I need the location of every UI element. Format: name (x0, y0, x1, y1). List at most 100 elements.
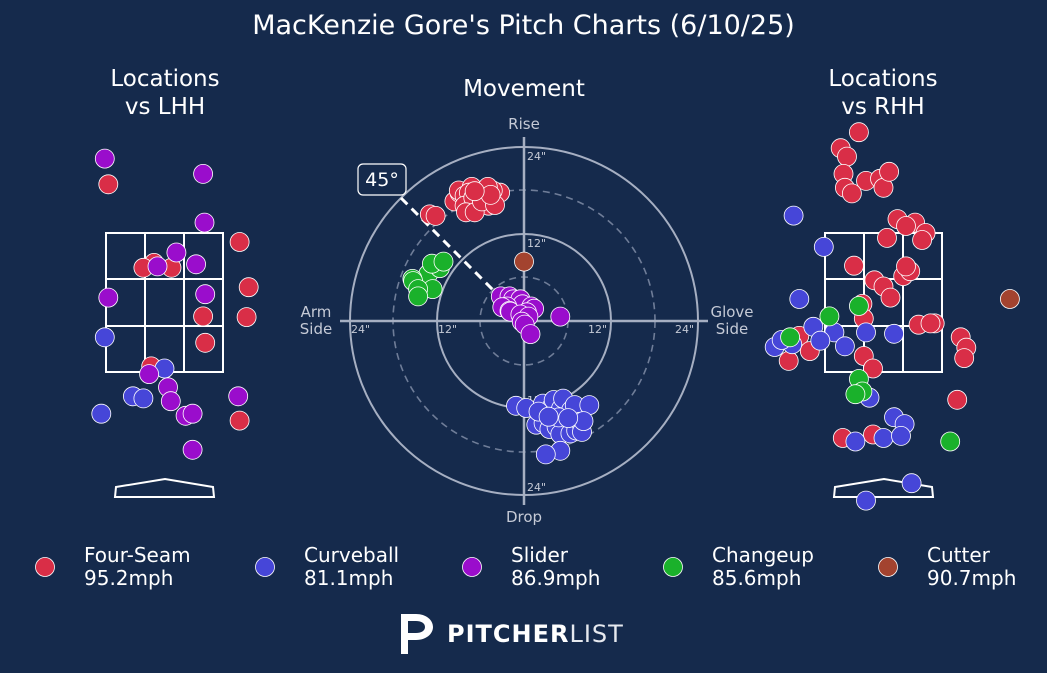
lhh-four-seam-point (238, 277, 259, 298)
rhh-changeup-point (940, 431, 961, 452)
movement-changeup-point (433, 251, 454, 272)
movement-title-text: Movement (463, 76, 585, 102)
lhh-four-seam-point (195, 332, 216, 353)
legend-marker (878, 557, 898, 577)
ring-label-24-top: 24" (527, 150, 546, 163)
legend-marker (255, 557, 275, 577)
lhh-four-seam-point (193, 306, 214, 327)
lhh-title-text: Locations vs LHH (110, 66, 220, 120)
rhh-four-seam-point (896, 256, 916, 277)
ring-label-24-right: 24" (675, 323, 694, 336)
rhh-curveball-point (856, 490, 876, 511)
lhh-slider-point (194, 212, 215, 233)
lhh-slider-point (147, 256, 168, 277)
legend-pitch-name: Changeup (712, 543, 814, 567)
movement-curveball-point (558, 408, 579, 429)
pitch-points (91, 122, 1020, 511)
lhh-slider-point (160, 391, 181, 412)
ring-label-12-right: 12" (588, 323, 607, 336)
rhh-four-seam-point (947, 389, 968, 410)
rhh-four-seam-point (954, 348, 975, 369)
lhh-home-plate (113, 477, 216, 498)
rhh-curveball-point (901, 473, 922, 494)
axis-label-arm-side: Arm Side (300, 303, 332, 338)
rhh-four-seam-point (877, 227, 897, 248)
movement-curveball-point (538, 406, 559, 427)
rhh-curveball-point (789, 289, 810, 309)
rhh-four-seam-point (837, 146, 857, 167)
legend-pitch-speed: 90.7mph (927, 566, 1016, 590)
lhh-slider-point (193, 163, 214, 184)
lhh-slider-point (195, 284, 216, 305)
lhh-slider-point (186, 254, 207, 275)
rhh-curveball-point (813, 236, 834, 257)
pitcherlist-logo-icon (401, 614, 433, 654)
lhh-slider-point (166, 242, 187, 263)
chart-title: MacKenzie Gore's Pitch Charts (6/10/25) (252, 10, 795, 41)
lhh-slider-point (94, 148, 115, 169)
rhh-four-seam-point (863, 358, 883, 379)
brand-bold: PITCHER (447, 620, 570, 648)
lhh-slider-point (228, 386, 249, 407)
movement-changeup-point (408, 286, 429, 307)
rhh-curveball-point (835, 336, 855, 357)
movement-four-seam-point (464, 181, 485, 202)
lhh-four-seam-point (229, 232, 250, 252)
rhh-curveball-point (856, 322, 876, 343)
lhh-four-seam-point (98, 174, 119, 195)
legend-pitch-speed: 85.6mph (712, 566, 801, 590)
brand-wordmark: PITCHERLIST (447, 620, 624, 648)
legend-marker (462, 557, 482, 577)
movement-cutter-point (514, 251, 534, 272)
rhh-four-seam-point (844, 255, 864, 276)
legend-pitch-speed: 95.2mph (84, 566, 173, 590)
rhh-cutter-point (1000, 289, 1020, 309)
axis-label-drop: Drop (506, 508, 542, 526)
rhh-four-seam-point (896, 216, 916, 236)
legend-pitch-speed: 86.9mph (511, 566, 600, 590)
ring-label-24-bottom: 24" (527, 481, 546, 494)
rhh-curveball-point (845, 431, 866, 452)
legend-pitch-speed: 81.1mph (304, 566, 393, 590)
movement-four-seam-point (425, 205, 446, 226)
lhh-curveball-point (133, 388, 154, 409)
rhh-four-seam-point (778, 350, 799, 371)
brand-light: LIST (569, 620, 624, 648)
movement-panel-title: Movement (424, 75, 624, 103)
ring-label-12-left: 12" (438, 323, 457, 336)
rhh-four-seam-point (912, 230, 932, 250)
rhh-curveball-point (783, 205, 804, 226)
lhh-slider-point (139, 364, 160, 385)
arm-angle-line (399, 196, 504, 301)
rhh-changeup-point (780, 327, 800, 348)
rhh-changeup-point (849, 296, 869, 316)
rhh-changeup-point (819, 306, 840, 327)
legend-pitch-name: Four-Seam (84, 543, 191, 567)
lhh-slider-point (182, 439, 203, 460)
lhh-slider-point (98, 287, 119, 308)
ring-label-24-left: 24" (351, 323, 370, 336)
legend-marker (35, 557, 55, 577)
rhh-four-seam-point (880, 287, 901, 308)
rhh-curveball-point (891, 425, 911, 446)
lhh-four-seam-point (229, 410, 250, 431)
axis-label-glove-side: Glove Side (710, 303, 753, 338)
legend-pitch-name: Slider (511, 543, 569, 567)
rhh-changeup-point (845, 384, 866, 405)
rhh-curveball-point (884, 323, 904, 344)
movement-slider-point (550, 306, 571, 327)
lhh-slider-point (182, 403, 203, 424)
legend-pitch-name: Cutter (927, 543, 991, 567)
rhh-curveball-point (873, 428, 894, 448)
rhh-four-seam-point (920, 313, 941, 334)
lhh-curveball-point (94, 327, 115, 348)
lhh-four-seam-point (236, 307, 257, 328)
lhh-curveball-point (91, 403, 112, 424)
rhh-four-seam-point (849, 122, 869, 143)
